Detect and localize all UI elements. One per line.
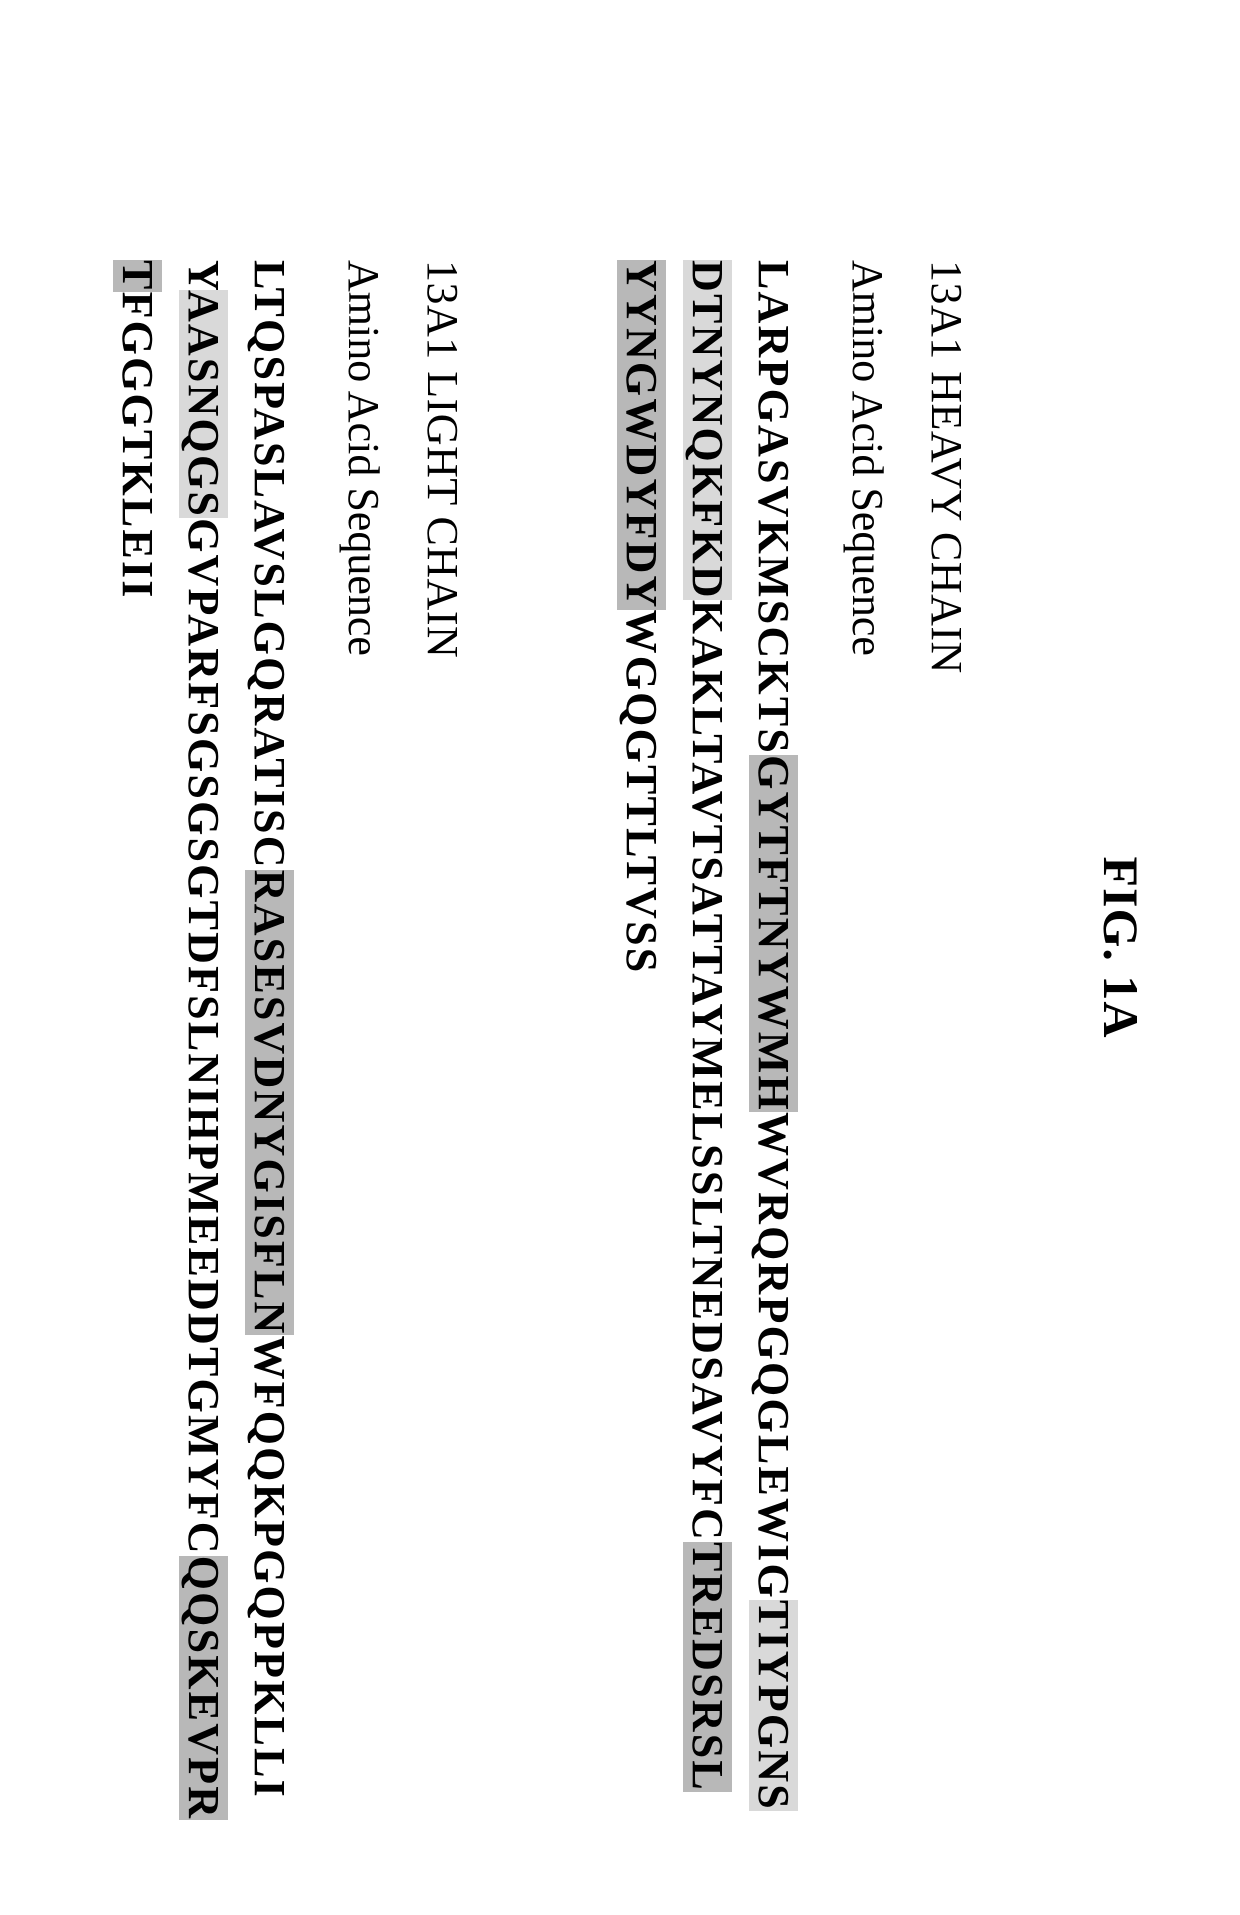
heavy-chain-seq-line-1: LARPGASVKMSCKTSGYTFTNYWMHWVRQRPGQGLEWIGT…	[740, 260, 806, 1815]
seq-segment-cdr: GYTFTNYWMH	[749, 755, 798, 1112]
light-chain-seq-line-2: YAASNQGSGVPARFSGSGSGTDFSLNIHPMEEDDTGMYFC…	[170, 260, 236, 1815]
seq-segment-cdr: QQSKEVPR	[179, 1556, 228, 1821]
seq-segment: LTQSPASLAVSLGQRATISC	[245, 260, 294, 870]
seq-segment: WVRQRPGQGLEWIG	[749, 1112, 798, 1600]
seq-segment: KAKLTAVTSATTAYMELSSLTNEDSAVYFC	[683, 600, 732, 1542]
seq-segment-cdr: AASNQGS	[179, 290, 228, 518]
heavy-chain-subtitle: Amino Acid Sequence	[842, 260, 893, 1815]
seq-segment-cdr: TIYPGNS	[749, 1600, 798, 1811]
seq-segment: LARPGASVKMSCKTS	[749, 260, 798, 755]
light-chain-title: 13A1 LIGHT CHAIN	[417, 260, 468, 1815]
seq-segment-cdr: TREDSRSL	[683, 1542, 732, 1792]
seq-segment: WFQQKPGQPPKLLI	[245, 1335, 294, 1798]
light-chain-seq-line-3: TFGGGTKLEII	[104, 260, 170, 1815]
seq-segment: WGQGTTLTVSS	[617, 610, 666, 975]
figure-title: FIG. 1A	[1092, 80, 1150, 1815]
seq-segment: FGGGTKLEII	[113, 292, 162, 600]
page: FIG. 1A 13A1 HEAVY CHAIN Amino Acid Sequ…	[0, 0, 1240, 1915]
seq-segment-cdr: RASESVDNYGISFLN	[245, 870, 294, 1336]
seq-segment-cdr: DTNYNQKFKD	[683, 260, 732, 600]
seq-segment-cdr: YYNGWDYFDY	[617, 260, 666, 610]
light-chain-seq-line-1: LTQSPASLAVSLGQRATISCRASESVDNYGISFLNWFQQK…	[236, 260, 302, 1815]
light-chain-subtitle: Amino Acid Sequence	[338, 260, 389, 1815]
seq-segment-cdr: T	[113, 260, 162, 292]
light-chain-section: 13A1 LIGHT CHAIN Amino Acid Sequence LTQ…	[104, 260, 468, 1815]
heavy-chain-seq-line-2: DTNYNQKFKDKAKLTAVTSATTAYMELSSLTNEDSAVYFC…	[674, 260, 740, 1815]
heavy-chain-section: 13A1 HEAVY CHAIN Amino Acid Sequence LAR…	[608, 260, 972, 1815]
heavy-chain-seq-line-3: YYNGWDYFDYWGQGTTLTVSS	[608, 260, 674, 1815]
heavy-chain-title: 13A1 HEAVY CHAIN	[921, 260, 972, 1815]
seq-segment: Y	[179, 260, 228, 290]
seq-segment: GVPARFSGSGSGTDFSLNIHPMEEDDTGMYFC	[179, 518, 228, 1556]
